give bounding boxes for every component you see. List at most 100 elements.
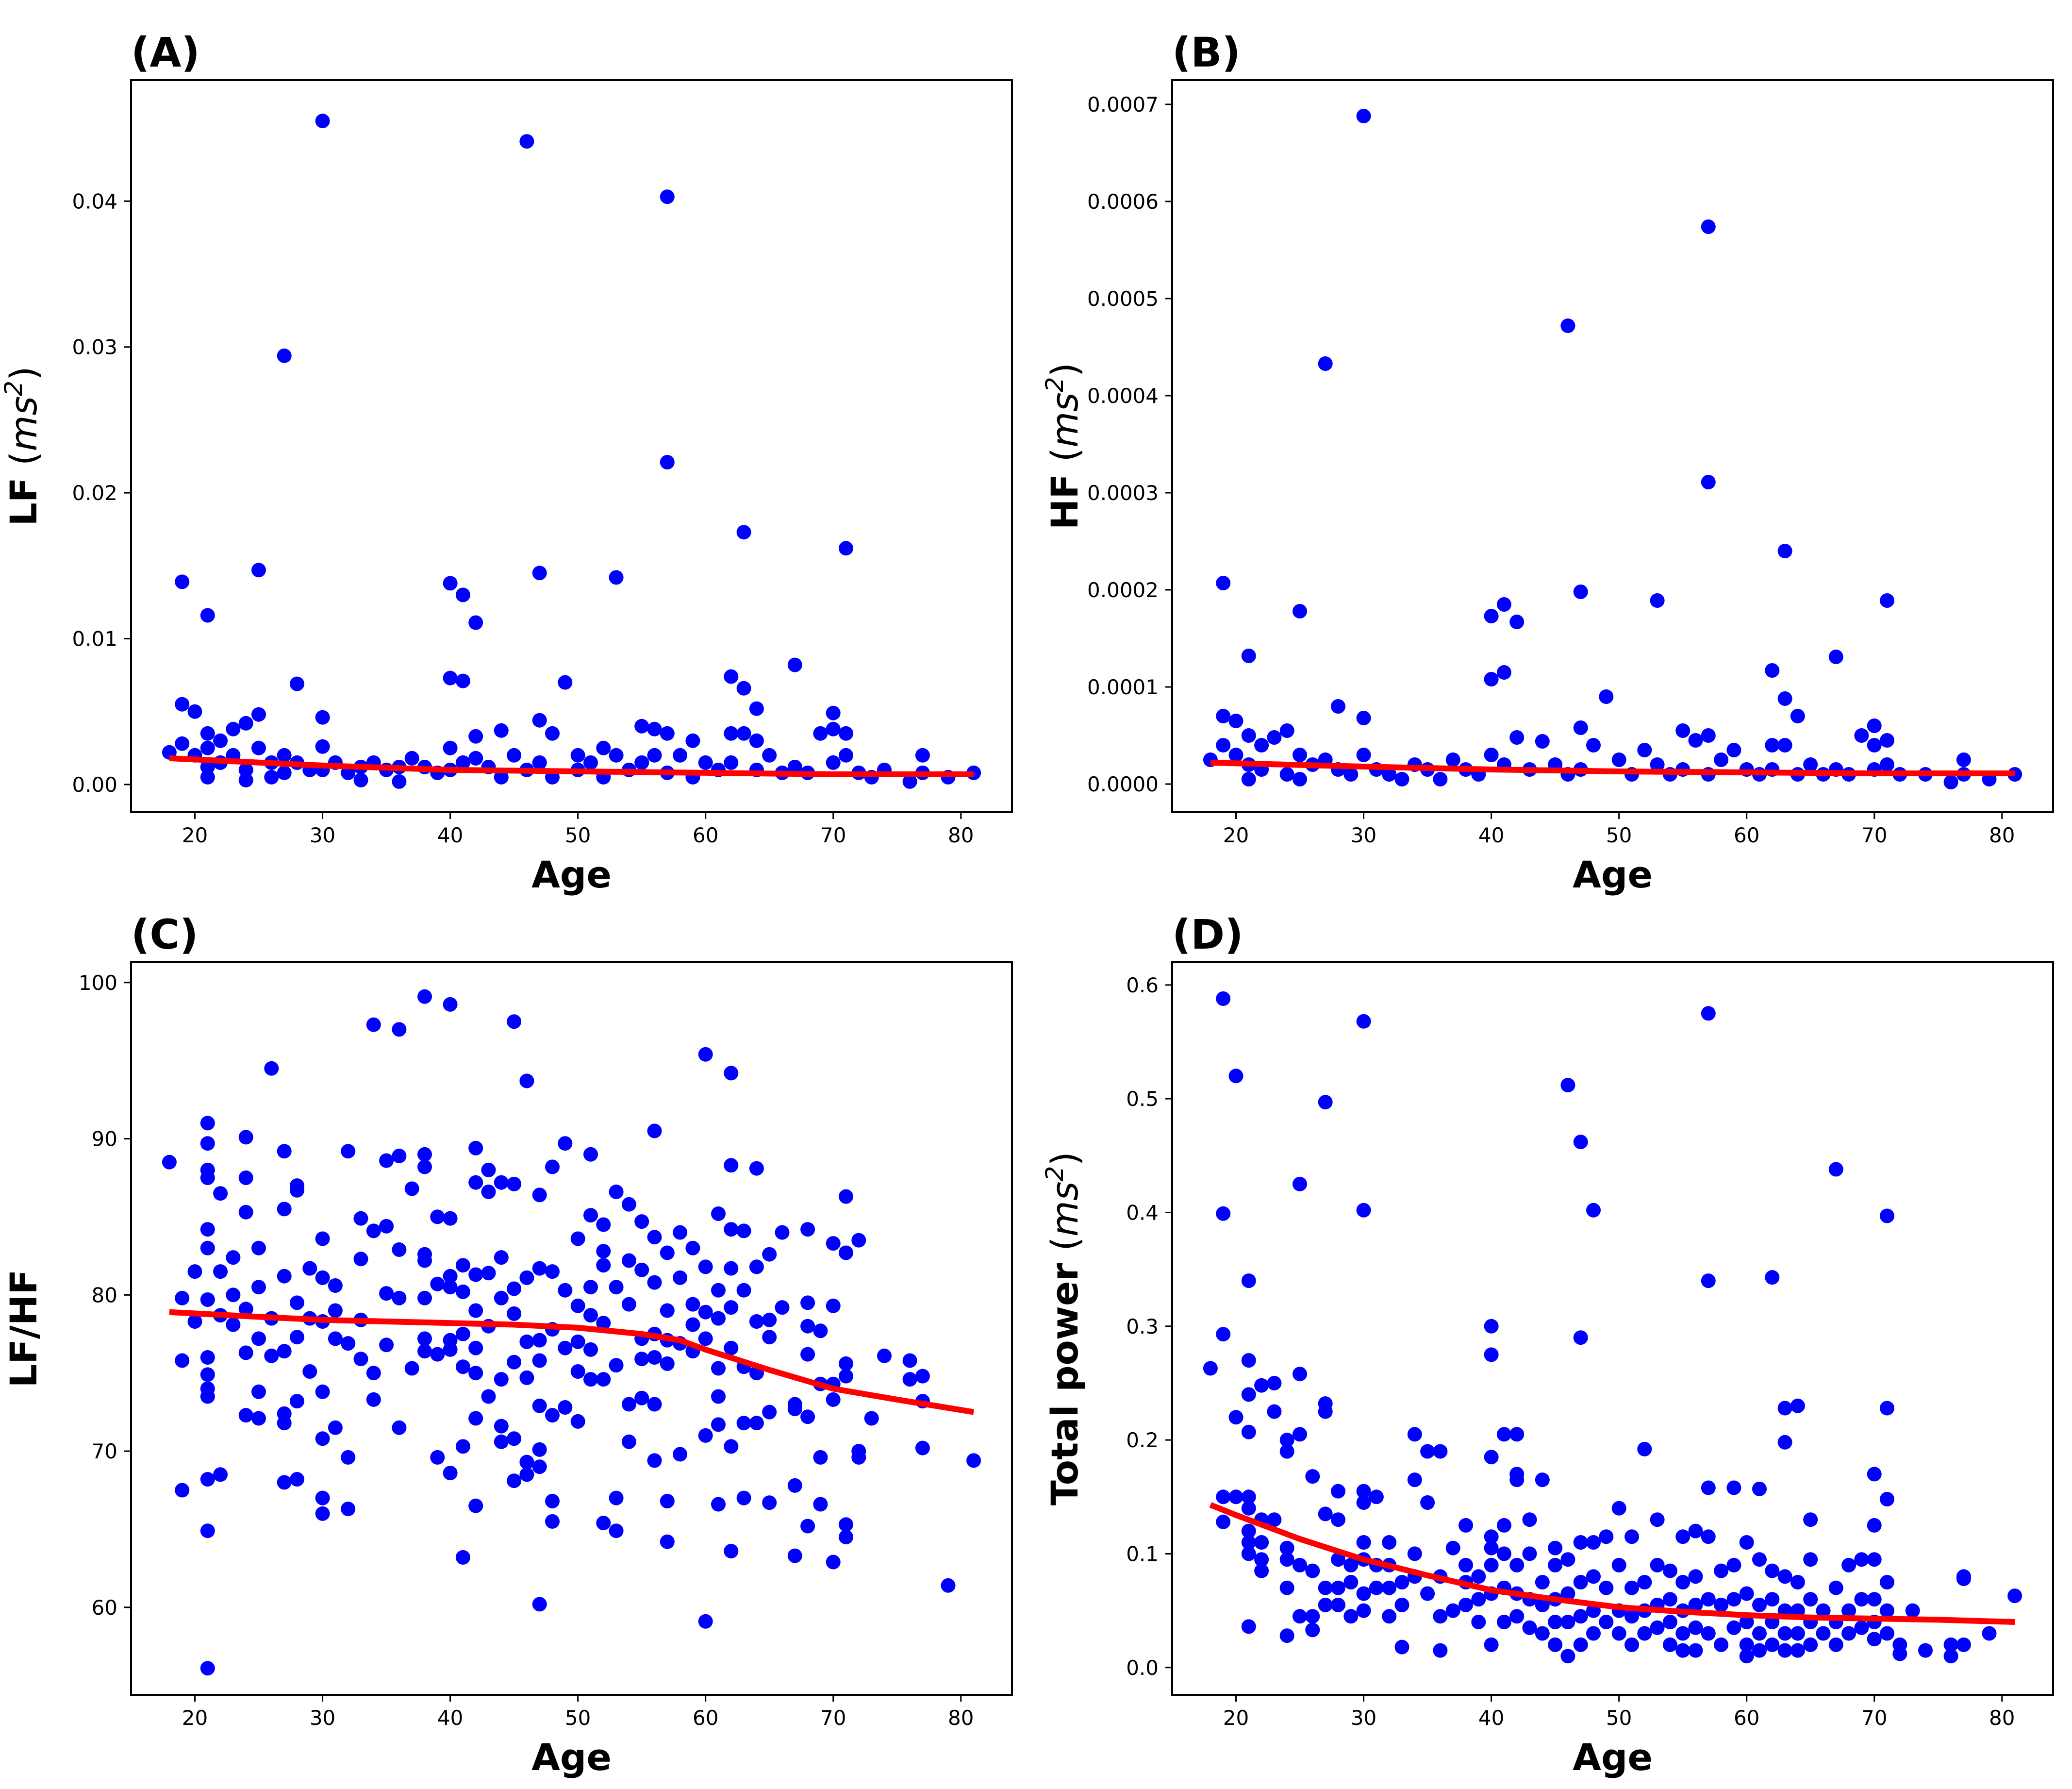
panel-a-point (238, 772, 253, 787)
panel-d-point (1548, 1615, 1563, 1629)
panel-b-point (1382, 767, 1397, 782)
panel-d-point (1241, 1273, 1256, 1288)
panel-c-x-tick-label: 70 (820, 1706, 846, 1730)
panel-d-point (1599, 1529, 1614, 1544)
panel-c-point (532, 1597, 547, 1612)
panel-a-trend-line (169, 755, 974, 777)
panel-b-point (1765, 663, 1780, 678)
panel-d-point (1216, 1327, 1231, 1342)
panel-d-point (1356, 1586, 1371, 1601)
panel-c-point (455, 1550, 470, 1565)
panel-b-point (1293, 748, 1307, 762)
panel-c-point (251, 1331, 266, 1346)
panel-b-point (1509, 615, 1525, 629)
panel-c-point (468, 1303, 483, 1318)
panel-c-point (609, 1280, 624, 1295)
panel-c-point (583, 1342, 598, 1357)
panel-d-point (1509, 1557, 1525, 1572)
panel-b-point (1356, 711, 1371, 725)
panel-d-point (1241, 1501, 1256, 1516)
panel-c-point (455, 1439, 470, 1454)
panel-d-point (1560, 1649, 1575, 1664)
panel-c-point (277, 1144, 292, 1159)
panel-c-point (813, 1497, 828, 1512)
panel-b-x-tick-label: 80 (1989, 823, 2015, 847)
panel-d-point (1445, 1540, 1460, 1555)
panel-d-point (1573, 1535, 1588, 1550)
panel-c-point (226, 1287, 241, 1303)
panel-c-point (290, 1183, 304, 1198)
panel-d-point (1662, 1563, 1677, 1578)
panel-a-point (315, 710, 330, 725)
panel-d-point (1624, 1637, 1639, 1652)
panel-c-point (494, 1250, 509, 1265)
panel-a-x-tick-label: 20 (182, 823, 208, 847)
panel-d-point (1790, 1643, 1805, 1658)
panel-a-point (315, 739, 330, 754)
panel-c-point (532, 1459, 547, 1474)
panel-b-x-tick-label: 40 (1478, 823, 1504, 847)
panel-c-point (366, 1392, 381, 1407)
panel-c-point (238, 1408, 253, 1423)
panel-d-point (1420, 1444, 1435, 1459)
panel-d-point (1509, 1609, 1525, 1624)
panel-d-point (1726, 1592, 1741, 1607)
panel-a-point (251, 707, 266, 722)
panel-c-y-axis-label: LF/HF (2, 1270, 45, 1388)
panel-d-y-axis-label: Total power (ms2) (1041, 1152, 1086, 1505)
panel-c-point (328, 1303, 343, 1318)
panel-d-point (1854, 1620, 1869, 1635)
panel-a-point (200, 608, 215, 623)
panel-b-y-axis-label-unit: (ms2) (1041, 363, 1086, 474)
panel-c-point (787, 1478, 802, 1493)
panel-c-y-tick-label: 100 (79, 971, 117, 995)
panel-c-point (366, 1223, 381, 1238)
panel-d-point (1765, 1592, 1780, 1607)
panel-a-y-tick-label: 0.03 (72, 335, 117, 359)
panel-c-point (596, 1516, 611, 1531)
panel-d-point (1433, 1609, 1448, 1624)
panel-c-point (213, 1467, 228, 1482)
panel-d-point (1854, 1552, 1869, 1567)
panel-b-point (1496, 597, 1511, 612)
panel-c-point (775, 1225, 790, 1240)
panel-c-point (366, 1017, 381, 1032)
panel-c-point (443, 1466, 458, 1481)
panel-c-point (468, 1411, 483, 1426)
panel-c-point (532, 1187, 547, 1203)
panel-d-point (1522, 1512, 1537, 1527)
panel-c-point (290, 1330, 304, 1345)
panel-d-point (1573, 1575, 1588, 1589)
panel-c-point (200, 1292, 215, 1307)
panel-c-point (634, 1262, 649, 1277)
panel-b-point (1867, 719, 1882, 733)
panel-a-point (532, 713, 547, 728)
panel-c-point (698, 1331, 713, 1346)
panel-a-point (558, 675, 573, 690)
panel-c-point (647, 1275, 662, 1290)
panel-d-point (1714, 1637, 1729, 1652)
panel-c-point (851, 1444, 866, 1459)
panel-b-point (1228, 714, 1243, 728)
panel-d-point (1382, 1580, 1397, 1595)
panel-d-point (1484, 1540, 1499, 1555)
panel-d-point (1433, 1643, 1448, 1658)
panel-c-point (609, 1523, 624, 1538)
panel-c-point (277, 1475, 292, 1490)
panel-b-point (1535, 734, 1550, 749)
panel-d-point (1867, 1632, 1882, 1647)
panel-d-point (1841, 1603, 1857, 1618)
panel-d-point (1267, 1404, 1282, 1419)
panel-c-point (392, 1290, 407, 1305)
panel-d-point (1254, 1378, 1269, 1393)
panel-b-point (1880, 733, 1894, 748)
panel-c-point (762, 1312, 777, 1327)
panel-d-point (1739, 1535, 1754, 1550)
panel-c-point (379, 1153, 394, 1168)
panel-c-point (507, 1281, 522, 1296)
panel-d-point (1471, 1615, 1486, 1629)
panel-a-point (519, 134, 534, 149)
panel-d-point (1459, 1557, 1473, 1572)
panel-b-y-tick-label: 0.0002 (1087, 578, 1159, 602)
panel-d-point (1880, 1401, 1894, 1416)
